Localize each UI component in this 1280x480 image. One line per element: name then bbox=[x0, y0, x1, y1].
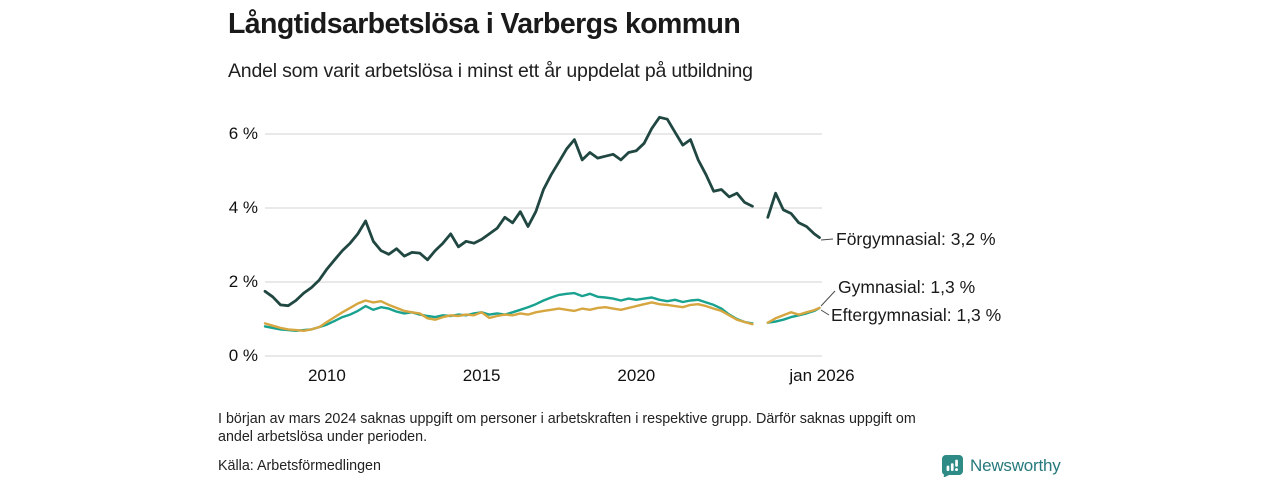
label-leader-line bbox=[820, 238, 834, 241]
x-axis-tick-label: jan 2026 bbox=[789, 366, 855, 385]
y-axis-tick-label: 0 % bbox=[228, 346, 258, 365]
label-leader-line bbox=[820, 309, 830, 316]
series-line-gymnasial bbox=[263, 291, 754, 332]
series-end-label-gymnasial: Gymnasial: 1,3 % bbox=[838, 277, 976, 297]
series-end-label-forgymnasial: Förgymnasial: 3,2 % bbox=[836, 229, 996, 249]
series-line-förgymnasial bbox=[766, 191, 821, 240]
leader-lines bbox=[820, 238, 836, 316]
x-axis-tick-label: 2015 bbox=[462, 366, 501, 385]
footnote-line-1: I början av mars 2024 saknas uppgift om … bbox=[218, 411, 916, 427]
series-lines bbox=[263, 115, 821, 332]
y-axis-tick-label: 2 % bbox=[228, 272, 258, 291]
x-axis-tick-label: 2010 bbox=[307, 366, 346, 385]
brand-name: Newsworthy bbox=[970, 455, 1061, 475]
series-line-eftergymnasial bbox=[766, 306, 821, 324]
brand-logo: Newsworthy bbox=[941, 454, 1061, 477]
footnote-line-2: andel arbetslösa under perioden. bbox=[218, 428, 428, 445]
y-axis-tick-label: 6 % bbox=[228, 124, 258, 143]
series-line-förgymnasial bbox=[263, 115, 754, 308]
footnote: I början av mars 2024 saknas uppgift om … bbox=[218, 411, 916, 446]
page-title: Långtidsarbetslösa i Varbergs kommun bbox=[228, 8, 741, 40]
series-line-eftergymnasial bbox=[263, 299, 754, 332]
label-leader-line bbox=[820, 290, 836, 307]
y-axis-tick-label: 4 % bbox=[228, 198, 258, 217]
series-end-label-eftergymnasial: Eftergymnasial: 1,3 % bbox=[831, 305, 1002, 325]
gridlines bbox=[265, 133, 822, 357]
x-axis-tick-label: 2020 bbox=[617, 366, 656, 385]
chart-subtitle: Andel som varit arbetslösa i minst ett å… bbox=[228, 60, 753, 82]
bar-chart-bubble-icon bbox=[941, 455, 963, 477]
source-attribution: Källa: Arbetsförmedlingen bbox=[218, 458, 381, 474]
